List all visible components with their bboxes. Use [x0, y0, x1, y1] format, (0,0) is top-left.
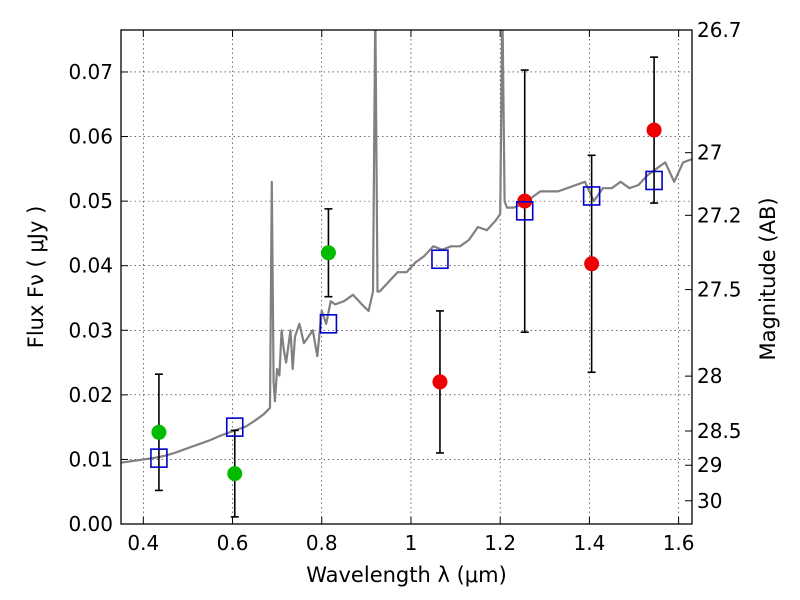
green-data-point: [320, 245, 336, 261]
red-data-point: [646, 122, 662, 138]
y-tick-label: 0.00: [68, 512, 113, 536]
y-tick-label: 0.03: [68, 318, 113, 342]
right-axis-label: Magnitude (AB): [756, 197, 780, 360]
model-square-point: [319, 314, 338, 334]
x-tick-label: 1: [405, 531, 418, 555]
x-tick-label: 0.8: [306, 531, 338, 555]
model-square-point: [150, 448, 168, 468]
x-tick-label: 0.4: [127, 531, 159, 555]
axis-ticks: 0.4 0.6 0.8 1 1.2 1.4 1.6 0.00 0.01 0.02 0.03 0.04 0…: [68, 18, 741, 555]
red-data-point: [584, 256, 600, 272]
mag-tick-label: 27.2: [697, 203, 742, 227]
y-tick-label: 0.07: [68, 60, 113, 84]
spectrum-line: [121, 30, 692, 464]
mag-tick-label: 28.5: [697, 419, 742, 443]
y-tick-label: 0.05: [68, 189, 113, 213]
mag-tick-label: 26.7: [697, 18, 742, 42]
model-square-point: [515, 201, 534, 221]
y-tick-label: 0.01: [68, 447, 113, 471]
y-axis-label: Flux Fν ( μJy ): [24, 206, 48, 349]
mag-tick-label: 28: [697, 364, 722, 388]
mag-tick-label: 29: [697, 453, 722, 477]
x-axis-label: Wavelength λ (μm): [306, 563, 507, 587]
y-tick-label: 0.06: [68, 125, 113, 149]
plot-area: [121, 30, 692, 518]
model-square-point: [582, 186, 601, 206]
mag-tick-label: 27: [697, 141, 722, 165]
y-tick-label: 0.02: [68, 383, 113, 407]
x-tick-label: 1.6: [663, 531, 695, 555]
model-square-point: [431, 249, 449, 270]
model-square-point: [645, 170, 663, 191]
mag-tick-label: 27.5: [697, 278, 742, 302]
red-data-point: [432, 374, 448, 390]
x-tick-label: 0.6: [217, 531, 249, 555]
green-data-point: [227, 466, 243, 482]
model-square-point: [225, 417, 244, 437]
y-tick-label: 0.04: [68, 254, 113, 278]
x-tick-label: 1.4: [573, 531, 605, 555]
plot-frame: [120, 29, 693, 525]
green-data-point: [151, 424, 167, 440]
mag-tick-label: 30: [697, 489, 722, 513]
x-tick-label: 1.2: [484, 531, 516, 555]
